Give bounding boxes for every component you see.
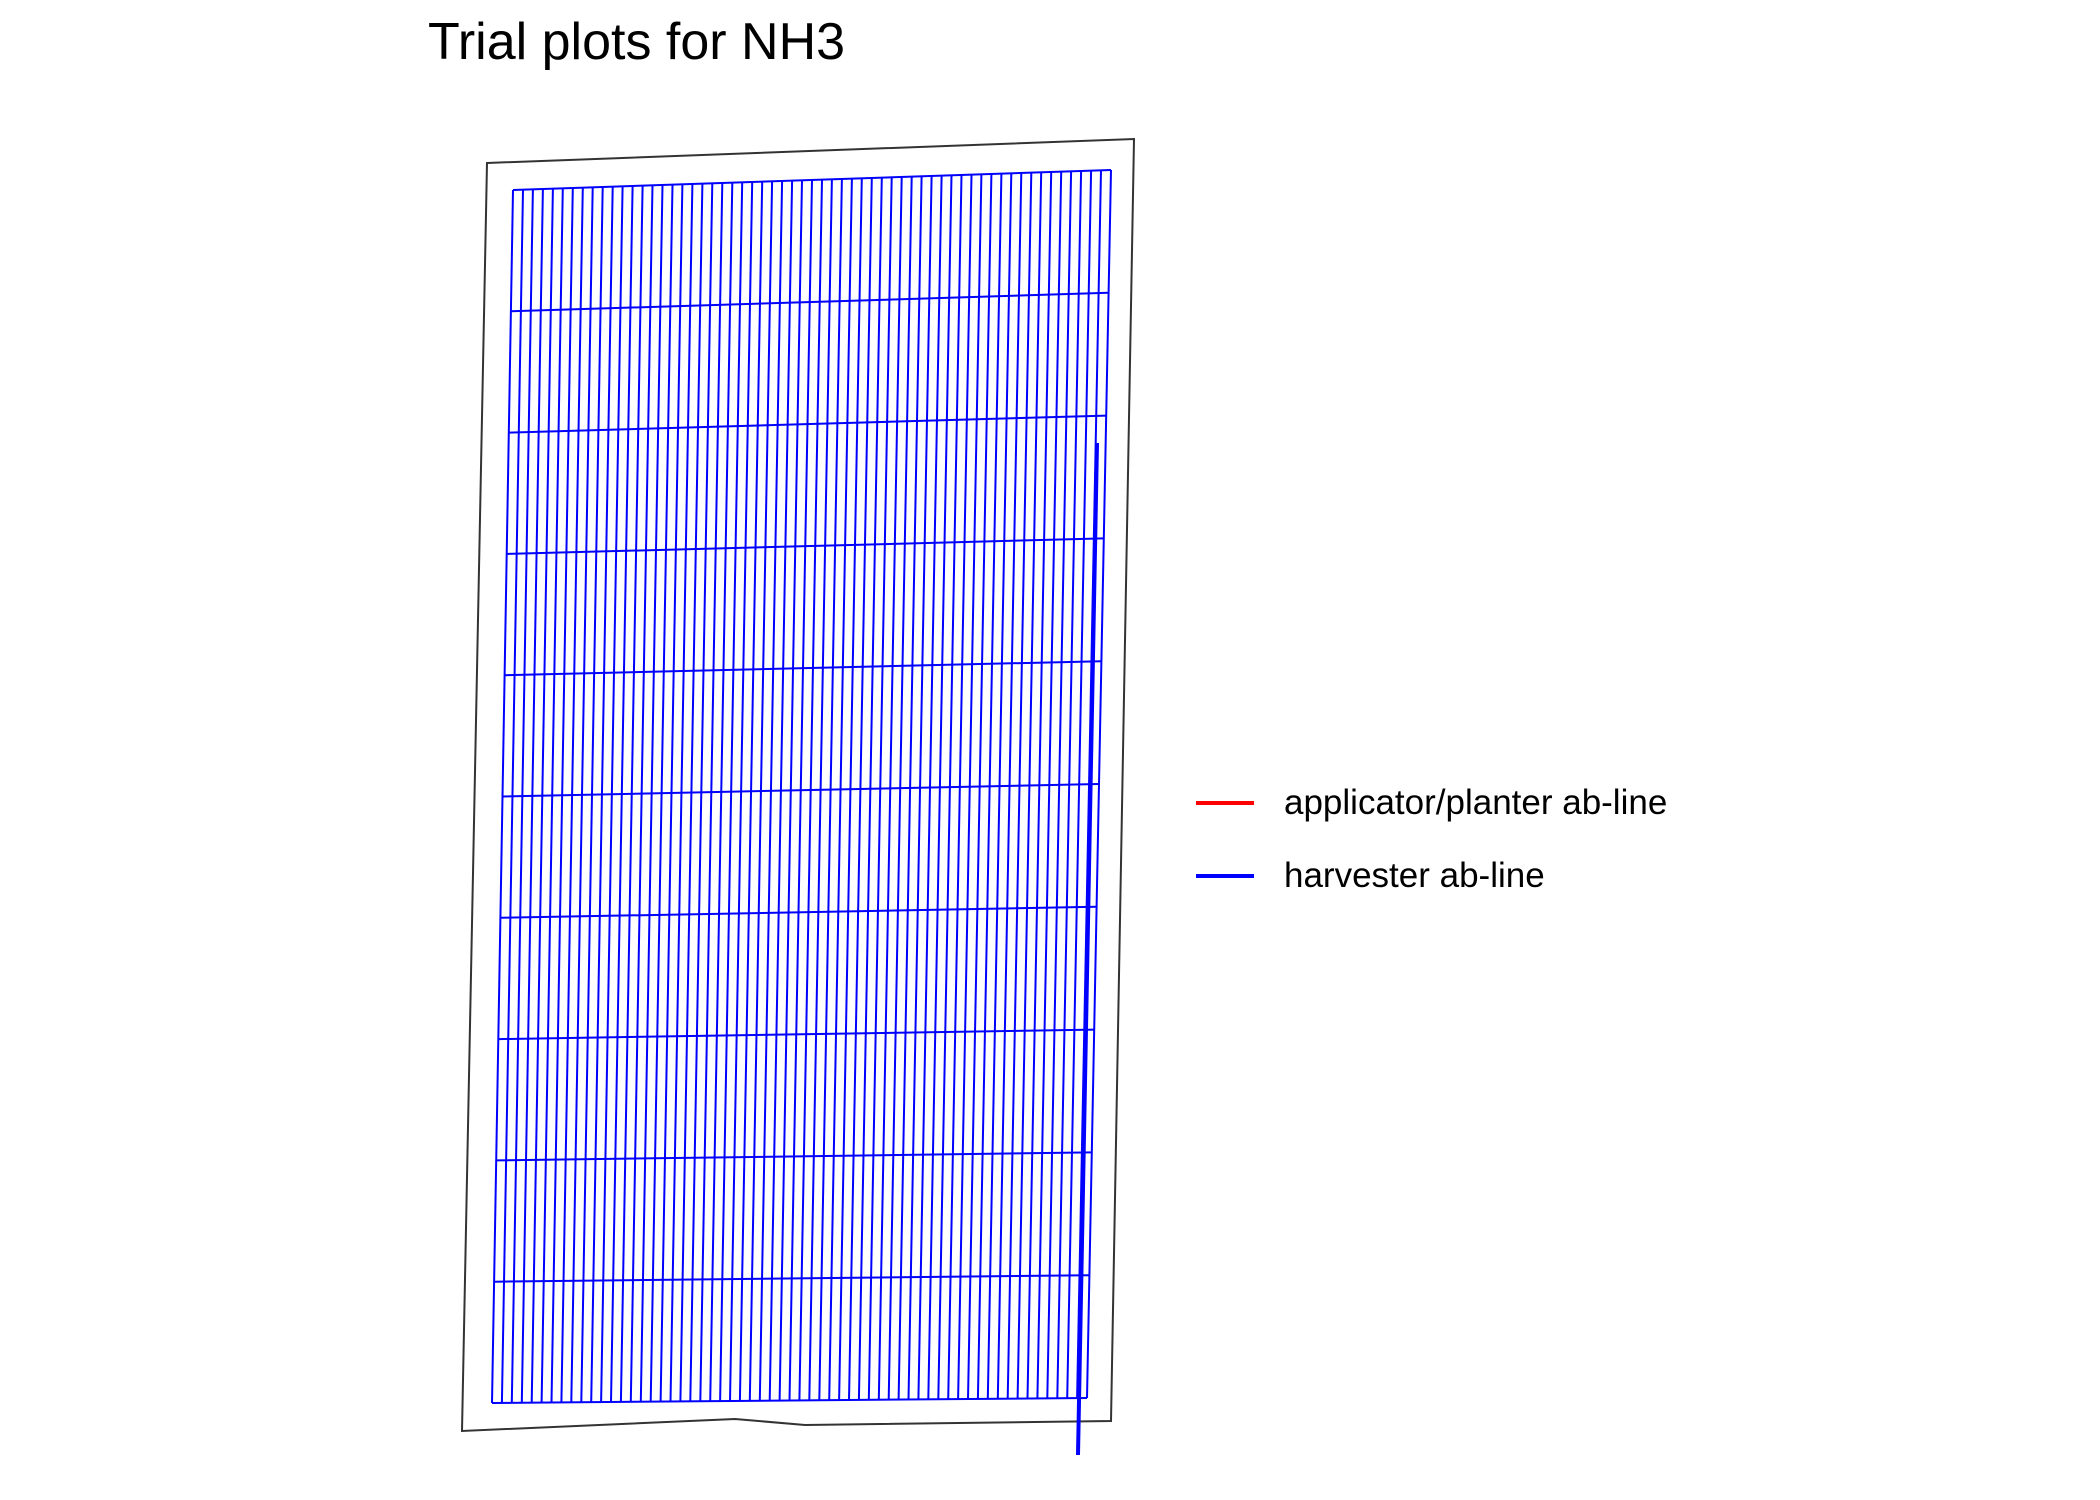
plot-row-line [504, 660, 1102, 677]
plot-row-line [494, 1274, 1090, 1283]
legend-label-applicator: applicator/planter ab-line [1284, 782, 1668, 822]
plot-row-line [512, 169, 1112, 191]
legend-swatch-harvester [1196, 873, 1254, 878]
plot-row-line [496, 1151, 1092, 1162]
plot-row-line [508, 414, 1107, 434]
map-title: Trial plots for NH3 [428, 13, 846, 71]
field-boundary [460, 137, 1136, 1433]
plot-row-line [506, 537, 1104, 555]
legend-item-harvester: harvester ab-line [1196, 839, 1667, 912]
plot-row-line [502, 783, 1100, 798]
plot-row-line [500, 905, 1097, 919]
legend-swatch-applicator [1196, 800, 1254, 805]
legend-item-applicator: applicator/planter ab-line [1196, 766, 1667, 839]
legend-label-harvester: harvester ab-line [1284, 855, 1545, 895]
plot-grid [491, 169, 1112, 1404]
plot-row-line [510, 291, 1109, 313]
plot-row-line [498, 1028, 1095, 1041]
legend: applicator/planter ab-line harvester ab-… [1196, 766, 1667, 912]
plot-row-line [491, 1397, 1088, 1404]
harvester-ab-line [1076, 442, 1099, 1456]
